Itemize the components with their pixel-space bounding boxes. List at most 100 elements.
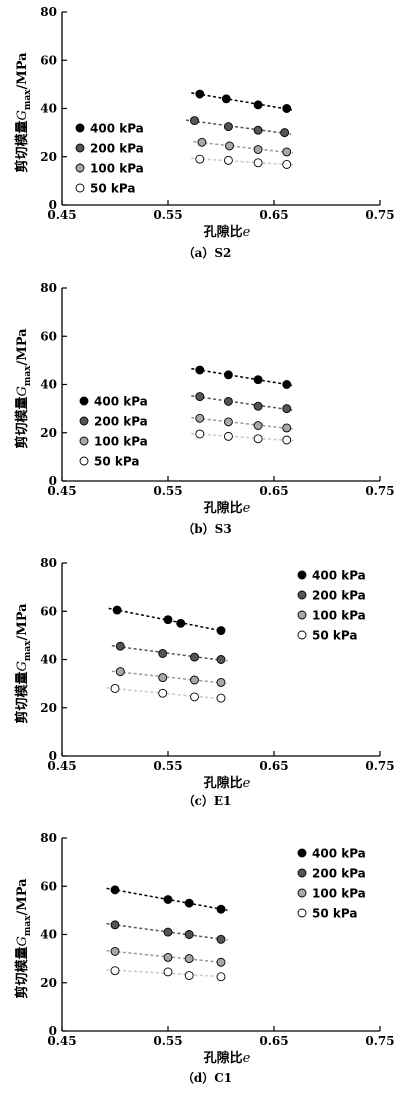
legend-marker xyxy=(297,630,307,640)
legend-label: 50 kPa xyxy=(312,629,357,643)
data-point-200kpa xyxy=(223,396,233,406)
trend-line-100kpa xyxy=(191,416,294,430)
y-axis-label: 剪切模量Gmax/MPa xyxy=(14,878,33,999)
data-point-100kpa xyxy=(253,421,263,430)
y-tick-label: 80 xyxy=(40,556,57,570)
data-point-100kpa xyxy=(158,673,168,683)
y-axis-label-text: 剪切模量 xyxy=(14,397,30,449)
data-point-100kpa xyxy=(282,423,292,433)
y-tick-label: 0 xyxy=(49,749,57,763)
trend-line-100kpa xyxy=(193,140,294,154)
data-point-100kpa xyxy=(115,667,125,677)
data-point-50kpa xyxy=(223,155,233,165)
y-axis-label-sub: max xyxy=(23,640,33,661)
data-point-50kpa xyxy=(282,435,292,445)
legend-marker xyxy=(79,456,89,466)
x-axis-label: 孔隙比e xyxy=(204,1050,251,1066)
x-axis-label: 孔隙比e xyxy=(204,775,251,791)
data-point-200kpa xyxy=(280,128,290,138)
x-tick-label: 0.75 xyxy=(365,484,394,498)
data-point-200kpa xyxy=(223,122,233,132)
data-point-50kpa xyxy=(158,688,168,698)
data-point-100kpa xyxy=(184,954,194,964)
data-point-400kpa xyxy=(216,626,226,635)
trend-line-400kpa xyxy=(191,367,294,387)
data-point-100kpa xyxy=(223,417,233,427)
legend-label: 100 kPa xyxy=(312,609,366,623)
legend-marker xyxy=(297,570,307,580)
y-tick-label: 20 xyxy=(40,150,57,164)
data-point-200kpa xyxy=(216,934,226,944)
x-axis-label-text: 孔隙比 xyxy=(204,775,243,791)
legend-label: 400 kPa xyxy=(312,847,366,861)
legend-marker xyxy=(297,908,307,918)
chart-panel-3: 0 20 40 60 80 0.45 0.55 0.65 0.75 孔隙比e 剪切模量Gmax/MP… xyxy=(14,556,395,808)
data-point-100kpa xyxy=(110,946,120,956)
legend-marker xyxy=(297,888,307,898)
data-point-50kpa xyxy=(110,684,120,693)
data-point-400kpa xyxy=(163,615,173,625)
y-axis-label-var: G xyxy=(15,661,30,671)
y-axis-label-var: G xyxy=(15,936,30,946)
data-point-50kpa xyxy=(253,434,263,444)
data-point-200kpa xyxy=(195,392,205,402)
legend-label: 400 kPa xyxy=(94,395,148,409)
data-point-400kpa xyxy=(223,370,233,380)
y-axis-label-var: G xyxy=(15,110,30,120)
y-axis-label-unit: /MPa xyxy=(15,878,30,916)
data-point-400kpa xyxy=(195,365,205,375)
x-axis-label-text: 孔隙比 xyxy=(204,500,243,516)
y-tick-label: 80 xyxy=(40,281,57,295)
legend-marker xyxy=(75,143,85,153)
data-point-400kpa xyxy=(216,904,226,914)
y-tick-label: 40 xyxy=(40,653,57,667)
data-point-400kpa xyxy=(253,375,263,385)
data-point-400kpa xyxy=(282,380,292,389)
data-point-100kpa xyxy=(282,147,292,157)
legend-label: 100 kPa xyxy=(94,435,148,449)
x-tick-label: 0.45 xyxy=(47,484,76,498)
data-point-200kpa xyxy=(253,401,263,411)
chart-panel-2: 0 20 40 60 80 0.45 0.55 0.65 0.75 孔隙比e 剪切模量Gmax/MP… xyxy=(14,281,395,536)
legend-marker xyxy=(75,183,85,193)
trend-line-50kpa xyxy=(191,432,294,442)
y-tick-label: 20 xyxy=(40,426,57,440)
legend-label: 50 kPa xyxy=(90,182,135,196)
x-tick-label: 0.65 xyxy=(259,208,288,222)
y-axis-label: 剪切模量Gmax/MPa xyxy=(14,603,33,724)
data-point-200kpa xyxy=(184,930,194,939)
panel-caption: （b）S3 xyxy=(182,521,231,536)
data-point-400kpa xyxy=(176,618,186,628)
legend-marker xyxy=(297,610,307,620)
legend-label: 200 kPa xyxy=(312,589,366,603)
legend-marker xyxy=(297,848,307,858)
legend-label: 200 kPa xyxy=(90,142,144,156)
panel-caption: （c）E1 xyxy=(183,793,232,808)
data-point-100kpa xyxy=(197,137,207,147)
data-point-100kpa xyxy=(163,952,173,962)
x-axis-label-var: e xyxy=(243,776,251,791)
x-tick-label: 0.55 xyxy=(153,759,182,773)
y-axis-label-sub: max xyxy=(23,365,33,386)
legend-label: 100 kPa xyxy=(312,887,366,901)
y-tick-label: 0 xyxy=(49,474,57,488)
trend-line-200kpa xyxy=(191,395,294,411)
y-tick-label: 60 xyxy=(40,879,57,893)
data-point-400kpa xyxy=(282,104,292,113)
data-point-50kpa xyxy=(195,154,205,164)
trend-line-400kpa xyxy=(191,92,294,111)
data-point-200kpa xyxy=(190,116,199,126)
panel-caption: （d）C1 xyxy=(182,1070,232,1085)
y-axis-label-unit: /MPa xyxy=(15,328,30,366)
x-tick-label: 0.55 xyxy=(153,208,182,222)
y-tick-label: 20 xyxy=(40,701,57,715)
data-point-200kpa xyxy=(216,655,226,664)
x-axis-label-text: 孔隙比 xyxy=(204,1050,243,1066)
data-point-50kpa xyxy=(163,967,173,977)
data-point-400kpa xyxy=(110,885,120,895)
y-tick-label: 60 xyxy=(40,604,57,618)
x-tick-label: 0.65 xyxy=(259,484,288,498)
legend-marker xyxy=(75,163,85,173)
y-axis-label-unit: /MPa xyxy=(15,52,30,90)
y-tick-label: 80 xyxy=(40,831,57,845)
